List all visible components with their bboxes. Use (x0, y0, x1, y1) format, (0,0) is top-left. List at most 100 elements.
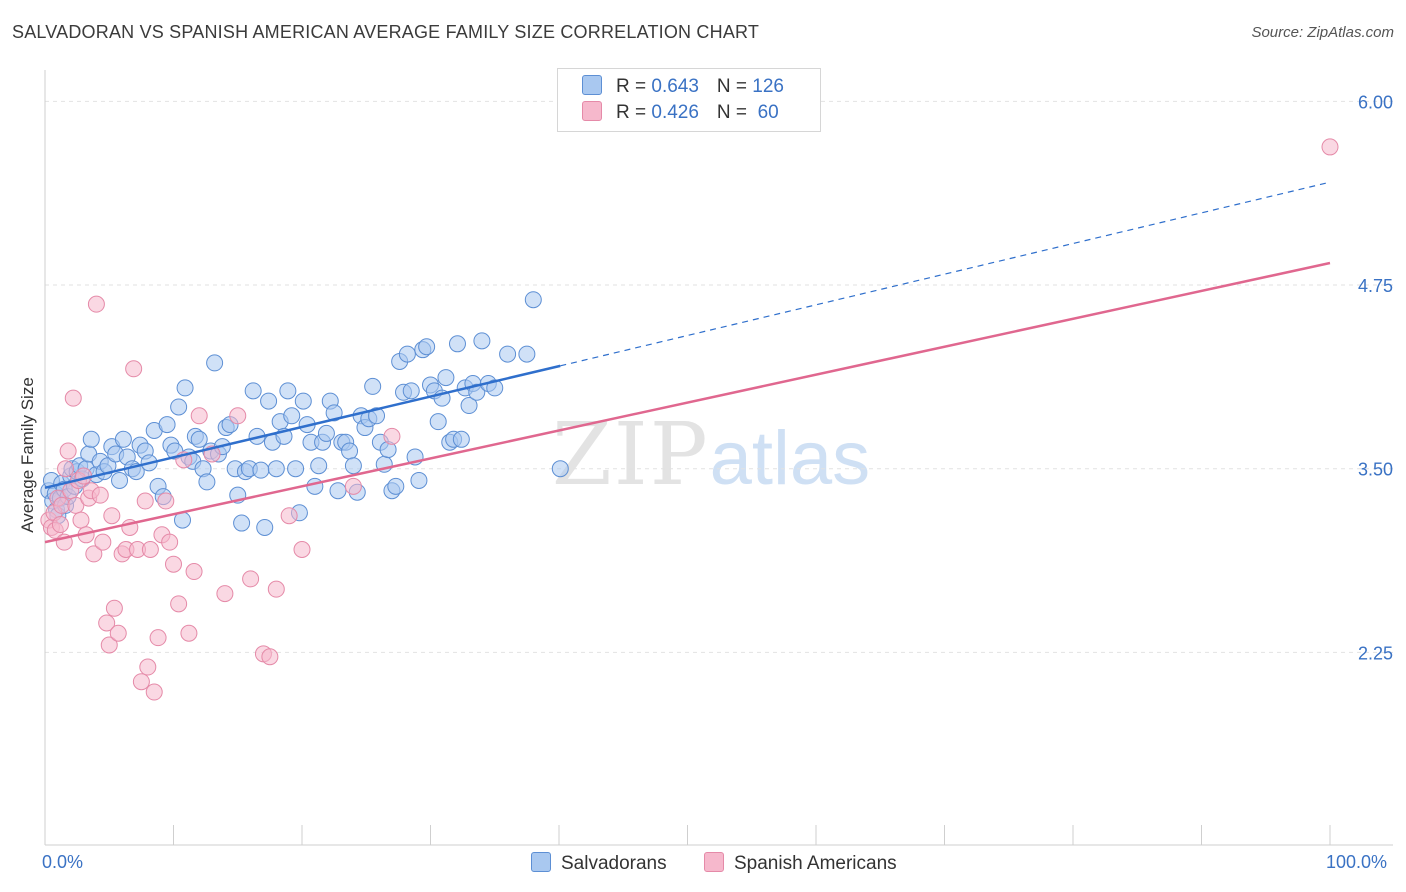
spanish-american-point (85, 545, 103, 563)
salvadoran-point (368, 407, 386, 425)
spanish-american-point (190, 407, 208, 425)
y-tick-label: 2.25 (1358, 643, 1393, 663)
legend-label-spanish-americans: Spanish Americans (734, 853, 897, 874)
salvadoran-point (244, 382, 262, 400)
spanish-american-point (103, 507, 121, 525)
salvadoran-point (325, 404, 343, 422)
spanish-american-point (344, 477, 362, 495)
salvadoran-point (294, 392, 312, 410)
spanish-american-point (383, 427, 401, 445)
salvadoran-point (287, 460, 305, 478)
spanish-american-point (87, 295, 105, 313)
r-label: R = (616, 76, 652, 97)
spanish-american-point (139, 658, 157, 676)
spanish-americans-swatch (704, 852, 724, 872)
spanish-american-point (109, 624, 127, 642)
n-value: 60 (752, 102, 779, 123)
n-label: N = (716, 102, 753, 123)
salvadoran-point (256, 518, 274, 536)
spanish-americans-swatch (582, 101, 602, 121)
spanish-american-point (157, 492, 175, 510)
spanish-american-point (94, 533, 112, 551)
n-label: N = (716, 76, 753, 97)
spanish-american-point (185, 563, 203, 581)
spanish-american-point (1321, 138, 1339, 156)
spanish-american-point (149, 629, 167, 647)
salvadoran-point (317, 424, 335, 442)
r-value: 0.643 (651, 76, 699, 97)
r-label: R = (616, 102, 652, 123)
salvadoran-point (306, 477, 324, 495)
chart-title: SALVADORAN VS SPANISH AMERICAN AVERAGE F… (12, 22, 760, 42)
spanish-american-point (75, 467, 93, 485)
salvadoran-point (524, 291, 542, 309)
spanish-american-point (59, 442, 77, 460)
y-tick-label: 3.50 (1358, 460, 1393, 480)
spanish-american-point (72, 511, 90, 529)
spanish-american-point (242, 570, 260, 588)
salvadoran-point (279, 382, 297, 400)
salvadoran-point (260, 392, 278, 410)
salvadoran-point (206, 354, 224, 372)
legend-row-salvadorans: R = 0.643 N = 126 (582, 75, 784, 101)
spanish-american-point (105, 599, 123, 617)
spanish-american-point (125, 360, 143, 378)
legend-row-spanish-americans: R = 0.426 N = 60 (582, 101, 779, 127)
spanish-american-point (261, 648, 279, 666)
series-legend: Salvadorans Spanish Americans (0, 852, 1406, 878)
spanish-american-point (216, 585, 234, 603)
y-tick-label: 4.75 (1358, 276, 1393, 296)
spanish-american-point (229, 407, 247, 425)
salvadoran-point (518, 345, 536, 363)
legend-label-salvadorans: Salvadorans (561, 853, 667, 874)
x-tick-label-max: 100.0% (1326, 852, 1388, 872)
salvadoran-point (402, 382, 420, 400)
spanish-american-point (280, 507, 298, 525)
spanish-american-point (165, 555, 182, 573)
correlation-legend: R = 0.643 N = 126 R = 0.426 N = 60 (557, 68, 821, 132)
salvadoran-point (499, 345, 517, 363)
salvadorans-trend-extension (560, 181, 1331, 367)
salvadoran-point (267, 460, 285, 478)
source-label: Source: ZipAtlas.com (1251, 24, 1394, 41)
salvadoran-point (170, 398, 188, 416)
spanish-american-point (161, 533, 179, 551)
salvadoran-point (473, 332, 491, 350)
legend-item-salvadorans: Salvadorans (531, 852, 667, 875)
salvadoran-point (437, 369, 455, 387)
y-tick-label: 6.00 (1358, 92, 1393, 112)
spanish-american-point (293, 541, 311, 558)
legend-item-spanish-americans: Spanish Americans (704, 852, 897, 875)
salvadoran-point (252, 461, 270, 479)
spanish-american-point (91, 486, 109, 504)
salvadoran-point (283, 407, 301, 425)
salvadoran-point (460, 397, 478, 415)
spanish-americans-trend-line (44, 261, 1331, 544)
salvadoran-point (198, 473, 216, 491)
spanish-american-point (170, 595, 188, 613)
spanish-american-point (98, 614, 116, 632)
salvadoran-point (452, 430, 470, 448)
salvadoran-point (551, 460, 569, 478)
salvadorans-swatch (531, 852, 551, 872)
salvadoran-point (429, 413, 447, 431)
salvadoran-point (486, 379, 504, 397)
spanish-american-point (141, 541, 159, 558)
salvadoran-point (114, 430, 132, 448)
r-value: 0.426 (651, 102, 699, 123)
spanish-american-point (145, 683, 163, 701)
spanish-american-point (180, 624, 198, 642)
salvadoran-point (418, 338, 436, 356)
y-axis-label: Average Family Size (18, 377, 37, 533)
salvadoran-point (387, 477, 405, 495)
salvadoran-point (448, 335, 466, 353)
spanish-american-point (136, 492, 154, 510)
spanish-american-point (132, 673, 150, 691)
salvadoran-point (344, 457, 362, 475)
salvadorans-trend-line (44, 364, 561, 490)
salvadoran-point (398, 345, 416, 363)
salvadoran-point (233, 514, 251, 532)
salvadoran-point (364, 377, 382, 395)
n-value: 126 (752, 76, 784, 97)
